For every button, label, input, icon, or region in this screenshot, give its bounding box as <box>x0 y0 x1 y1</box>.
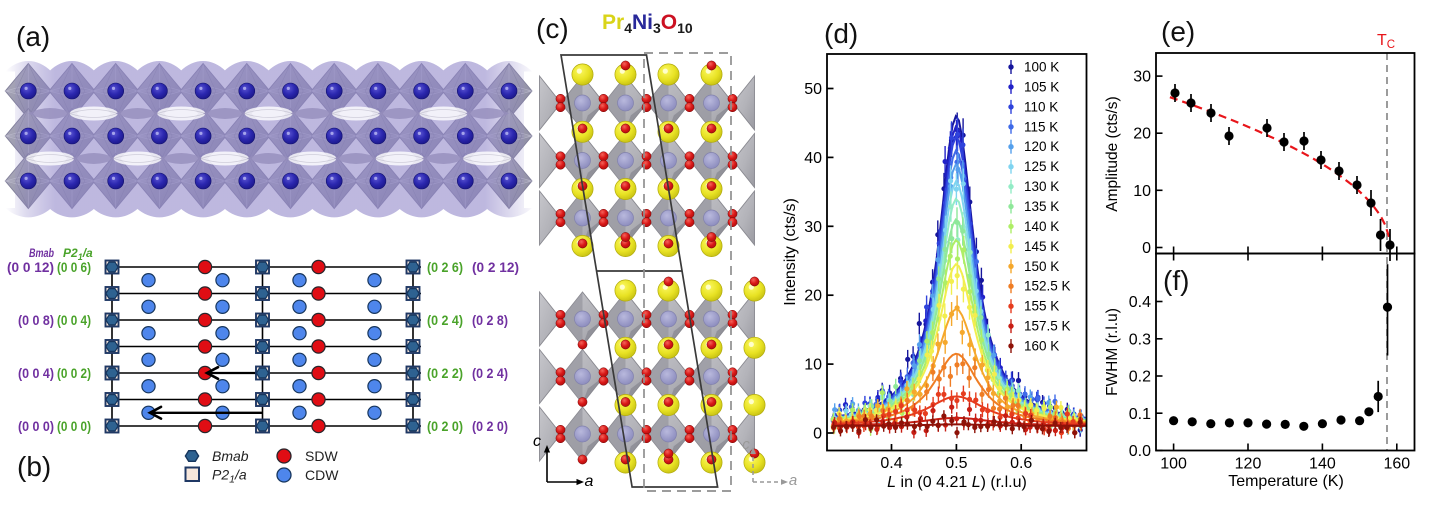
svg-text:(0 2 6): (0 2 6) <box>427 260 463 275</box>
svg-text:(0 2 8): (0 2 8) <box>472 313 508 328</box>
svg-text:0.6: 0.6 <box>1010 455 1032 472</box>
svg-text:10: 10 <box>1133 183 1151 200</box>
svg-text:40: 40 <box>804 150 822 167</box>
svg-text:(c): (c) <box>536 13 569 44</box>
svg-text:c: c <box>533 433 541 450</box>
svg-text:P21/a: P21/a <box>212 467 247 486</box>
svg-text:(0 0 2): (0 0 2) <box>57 366 91 381</box>
svg-text:Pr4Ni3O10: Pr4Ni3O10 <box>602 11 693 36</box>
svg-text:135 K: 135 K <box>1024 199 1059 214</box>
svg-text:150 K: 150 K <box>1024 259 1059 274</box>
svg-text:105 K: 105 K <box>1024 79 1059 94</box>
svg-text:50: 50 <box>804 81 822 98</box>
svg-text:155 K: 155 K <box>1024 299 1059 314</box>
svg-text:(0 0 8): (0 0 8) <box>18 313 54 328</box>
svg-text:110 K: 110 K <box>1024 99 1058 114</box>
svg-text:0.5: 0.5 <box>945 455 967 472</box>
svg-text:120: 120 <box>1235 456 1262 473</box>
svg-text:10: 10 <box>804 357 822 374</box>
svg-text:Amplitude (cts/s): Amplitude (cts/s) <box>1104 96 1121 211</box>
svg-text:Temperature (K): Temperature (K) <box>1228 473 1344 490</box>
svg-text:0.4: 0.4 <box>880 455 902 472</box>
svg-text:L in (0 4.21 L) (r.l.u): L in (0 4.21 L) (r.l.u) <box>887 474 1027 491</box>
svg-text:30: 30 <box>1133 69 1151 86</box>
svg-text:0: 0 <box>813 426 822 443</box>
svg-text:(f): (f) <box>1163 265 1189 296</box>
svg-text:20: 20 <box>1133 126 1151 143</box>
svg-text:(0 2 4): (0 2 4) <box>472 366 508 381</box>
svg-text:(0 2 12): (0 2 12) <box>472 260 519 275</box>
svg-text:(a): (a) <box>16 21 50 52</box>
svg-text:CDW: CDW <box>305 467 339 483</box>
svg-text:(0 2 2): (0 2 2) <box>427 366 463 381</box>
svg-text:(0 0 12): (0 0 12) <box>7 260 54 275</box>
svg-text:(b): (b) <box>17 451 51 482</box>
svg-text:0.0: 0.0 <box>1129 443 1151 460</box>
svg-text:152.5 K: 152.5 K <box>1024 279 1071 294</box>
svg-text:(e): (e) <box>1161 16 1195 47</box>
svg-text:c: c <box>742 436 750 453</box>
svg-text:(0 0 0): (0 0 0) <box>57 419 91 434</box>
svg-text:157.5 K: 157.5 K <box>1024 319 1071 334</box>
svg-text:(0 2 0): (0 2 0) <box>472 419 508 434</box>
svg-text:100: 100 <box>1160 456 1187 473</box>
svg-text:20: 20 <box>804 288 822 305</box>
svg-text:SDW: SDW <box>305 448 338 464</box>
svg-text:140 K: 140 K <box>1024 219 1059 234</box>
svg-text:0.4: 0.4 <box>1129 294 1151 311</box>
svg-text:(0 0 4): (0 0 4) <box>57 313 91 328</box>
svg-text:(0 0 0): (0 0 0) <box>18 419 54 434</box>
svg-text:Intensity (cts/s): Intensity (cts/s) <box>782 198 799 306</box>
svg-text:130 K: 130 K <box>1024 179 1059 194</box>
svg-text:145 K: 145 K <box>1024 239 1059 254</box>
svg-text:160: 160 <box>1383 456 1410 473</box>
svg-text:125 K: 125 K <box>1024 159 1059 174</box>
svg-text:30: 30 <box>804 219 822 236</box>
svg-text:(d): (d) <box>824 18 858 49</box>
svg-text:0: 0 <box>1142 240 1151 257</box>
svg-text:a: a <box>789 472 797 489</box>
svg-text:140: 140 <box>1309 456 1336 473</box>
svg-text:Bmab: Bmab <box>29 246 54 260</box>
svg-text:(0 2 4): (0 2 4) <box>427 313 463 328</box>
svg-text:0.2: 0.2 <box>1129 369 1151 386</box>
svg-text:0.1: 0.1 <box>1129 406 1151 423</box>
svg-text:100 K: 100 K <box>1024 60 1059 75</box>
svg-text:(0 0 4): (0 0 4) <box>18 366 54 381</box>
svg-text:115 K: 115 K <box>1024 119 1058 134</box>
svg-text:P21/a: P21/a <box>63 246 93 262</box>
svg-text:a: a <box>585 473 594 490</box>
svg-text:FWHM (r.l.u): FWHM (r.l.u) <box>1104 308 1121 396</box>
svg-text:(0 2 0): (0 2 0) <box>427 419 463 434</box>
svg-text:160 K: 160 K <box>1024 339 1059 354</box>
svg-text:120 K: 120 K <box>1024 139 1059 154</box>
svg-text:Bmab: Bmab <box>212 448 249 464</box>
svg-text:0.3: 0.3 <box>1129 331 1151 348</box>
svg-text:(0 0 6): (0 0 6) <box>57 260 91 275</box>
